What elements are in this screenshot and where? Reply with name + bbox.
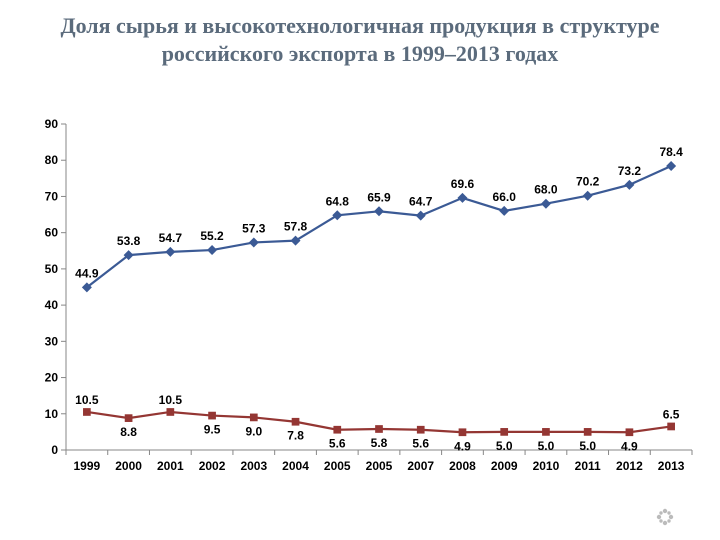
svg-text:2008: 2008 [449, 459, 476, 473]
svg-text:2012: 2012 [616, 459, 643, 473]
svg-text:66.0: 66.0 [493, 190, 517, 204]
svg-text:73.2: 73.2 [618, 164, 642, 178]
svg-text:2004: 2004 [282, 459, 309, 473]
svg-text:5.0: 5.0 [496, 439, 513, 453]
svg-text:40: 40 [45, 298, 59, 312]
svg-text:2013: 2013 [658, 459, 685, 473]
svg-text:5.0: 5.0 [579, 439, 596, 453]
svg-text:5.6: 5.6 [412, 437, 429, 451]
svg-text:6.5: 6.5 [663, 407, 680, 421]
svg-text:2001: 2001 [157, 459, 184, 473]
svg-text:10.5: 10.5 [75, 393, 99, 407]
svg-text:4.9: 4.9 [454, 439, 471, 453]
svg-text:9.5: 9.5 [204, 423, 221, 437]
svg-text:9.0: 9.0 [245, 424, 262, 438]
svg-text:0: 0 [51, 443, 58, 457]
line-chart: 0 10 20 30 40 50 60 70 80 90 1999 2000 2001 2002 2003 2… [24, 118, 696, 490]
svg-text:50: 50 [45, 262, 59, 276]
svg-text:54.7: 54.7 [159, 231, 183, 245]
svg-text:8.8: 8.8 [120, 425, 137, 439]
svg-text:4.9: 4.9 [621, 439, 638, 453]
svg-text:2005: 2005 [366, 459, 393, 473]
svg-text:60: 60 [45, 226, 59, 240]
svg-text:2010: 2010 [533, 459, 560, 473]
svg-text:20: 20 [45, 371, 59, 385]
svg-text:2011: 2011 [575, 459, 601, 473]
svg-text:44.9: 44.9 [75, 266, 99, 280]
svg-text:5.6: 5.6 [329, 437, 346, 451]
svg-text:64.8: 64.8 [326, 194, 350, 208]
svg-text:1999: 1999 [74, 459, 101, 473]
svg-text:57.3: 57.3 [242, 221, 266, 235]
svg-text:2002: 2002 [199, 459, 226, 473]
svg-text:2005: 2005 [324, 459, 351, 473]
slide-ornament-icon [654, 506, 676, 528]
svg-text:2003: 2003 [240, 459, 267, 473]
svg-text:2009: 2009 [491, 459, 518, 473]
svg-text:57.8: 57.8 [284, 220, 308, 234]
svg-text:70: 70 [45, 189, 59, 203]
svg-text:2000: 2000 [115, 459, 142, 473]
svg-text:10: 10 [45, 407, 59, 421]
svg-text:7.8: 7.8 [287, 429, 304, 443]
svg-text:53.8: 53.8 [117, 234, 141, 248]
svg-text:80: 80 [45, 153, 59, 167]
svg-text:65.9: 65.9 [367, 190, 391, 204]
svg-text:68.0: 68.0 [534, 183, 558, 197]
chart-title: Доля сырья и высокотехнологичная продукц… [40, 0, 680, 67]
svg-text:5.8: 5.8 [371, 436, 388, 450]
svg-text:5.0: 5.0 [538, 439, 555, 453]
svg-text:64.7: 64.7 [409, 195, 433, 209]
svg-text:10.5: 10.5 [159, 393, 183, 407]
svg-text:30: 30 [45, 334, 59, 348]
svg-text:69.6: 69.6 [451, 177, 475, 191]
svg-text:2007: 2007 [407, 459, 434, 473]
svg-text:55.2: 55.2 [200, 229, 224, 243]
svg-text:90: 90 [45, 118, 59, 131]
svg-text:70.2: 70.2 [576, 175, 600, 189]
svg-text:78.4: 78.4 [659, 145, 683, 159]
